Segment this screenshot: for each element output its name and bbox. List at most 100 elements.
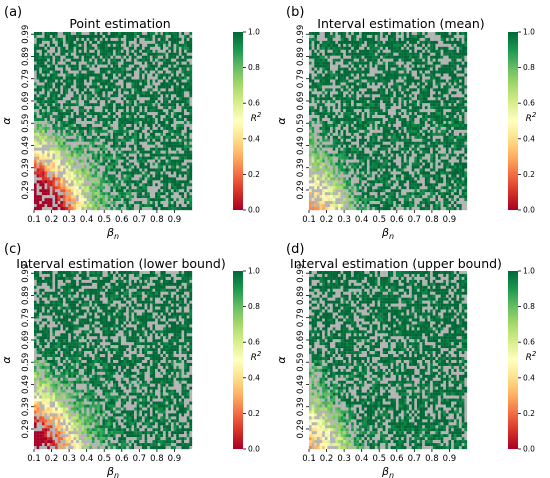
heatmap-cell — [345, 79, 349, 83]
heatmap-cell — [78, 61, 82, 65]
heatmap-cell — [105, 207, 108, 211]
heatmap-cell — [47, 106, 50, 110]
heatmap-cell — [76, 82, 79, 86]
heatmap-cell — [110, 88, 114, 92]
heatmap-cell — [464, 64, 468, 68]
heatmap-cell — [91, 141, 95, 145]
heatmap-cell — [120, 159, 124, 163]
heatmap-cell — [178, 32, 182, 36]
heatmap-cell — [424, 46, 428, 50]
heatmap-cell — [147, 49, 151, 53]
heatmap-cell — [380, 55, 383, 59]
heatmap-cell — [322, 64, 325, 68]
heatmap-cell — [86, 94, 90, 98]
heatmap-cell — [113, 70, 116, 74]
heatmap-cell — [155, 85, 158, 89]
heatmap-cell — [99, 174, 103, 178]
heatmap-cell — [44, 109, 48, 113]
heatmap-cell — [464, 32, 468, 36]
heatmap-cell — [324, 79, 328, 83]
heatmap-cell — [128, 64, 132, 68]
heatmap-cell — [126, 135, 129, 139]
heatmap-cell — [464, 82, 468, 86]
heatmap-cell — [186, 201, 190, 205]
heatmap-cell — [430, 40, 433, 45]
heatmap-cell — [131, 82, 135, 86]
heatmap-cell — [55, 37, 58, 42]
heatmap-cell — [459, 67, 462, 71]
heatmap-cell — [136, 150, 140, 154]
colorbar-tick-label: 0.0 — [248, 206, 260, 215]
heatmap-cell — [184, 177, 187, 181]
heatmap-cell — [448, 76, 452, 80]
heatmap-cell — [115, 64, 119, 68]
heatmap-cell — [76, 171, 79, 175]
heatmap-cell — [461, 37, 465, 42]
heatmap-cell — [438, 88, 441, 92]
heatmap-cell — [52, 195, 56, 199]
heatmap-cell — [430, 55, 433, 59]
heatmap-cell — [149, 138, 153, 142]
heatmap-cell — [189, 37, 193, 42]
heatmap-cell — [86, 201, 90, 205]
heatmap-cell — [186, 135, 190, 139]
heatmap-cell — [41, 85, 45, 89]
heatmap-cell — [78, 201, 82, 205]
heatmap-cell — [141, 198, 145, 202]
heatmap-cell — [456, 88, 460, 92]
heatmap-cell — [126, 144, 129, 148]
heatmap-cell — [57, 52, 61, 56]
heatmap-cell — [147, 159, 151, 163]
heatmap-cell — [332, 32, 336, 36]
heatmap-cell — [110, 183, 114, 187]
heatmap-cell — [99, 61, 103, 65]
heatmap-cell — [340, 58, 344, 62]
heatmap-cell — [448, 52, 452, 56]
heatmap-cell — [94, 46, 98, 50]
heatmap-cell — [97, 76, 100, 80]
heatmap-cell — [149, 88, 153, 92]
heatmap-cell — [57, 183, 61, 187]
heatmap-cell — [163, 58, 166, 62]
heatmap-cell — [395, 32, 399, 36]
heatmap-cell — [181, 55, 185, 59]
heatmap-cell — [443, 94, 447, 98]
heatmap-cell — [91, 76, 95, 80]
heatmap-cell — [118, 37, 122, 42]
heatmap-cell — [314, 52, 318, 56]
heatmap-cell — [105, 189, 108, 193]
heatmap-cell — [65, 180, 69, 184]
heatmap-cell — [141, 159, 145, 163]
heatmap-cell — [461, 61, 465, 65]
heatmap-cell — [91, 192, 95, 196]
heatmap-cell — [427, 76, 431, 80]
heatmap-cell — [36, 147, 40, 151]
heatmap-cell — [176, 40, 179, 45]
heatmap-cell — [186, 88, 190, 92]
heatmap-cell — [86, 64, 90, 68]
heatmap-cell — [430, 76, 433, 80]
heatmap-cell — [115, 73, 119, 77]
heatmap-cell — [44, 186, 48, 190]
heatmap-cell — [186, 55, 190, 59]
heatmap-cell — [86, 76, 90, 80]
heatmap-cell — [165, 135, 169, 139]
heatmap-cell — [128, 165, 132, 169]
heatmap-cell — [411, 91, 415, 95]
heatmap-cell — [356, 46, 360, 50]
heatmap-cell — [123, 82, 127, 86]
heatmap-cell — [81, 153, 85, 157]
heatmap-cell — [120, 79, 124, 83]
heatmap-cell — [456, 91, 460, 95]
heatmap-cell — [68, 73, 72, 77]
heatmap-cell — [91, 138, 95, 142]
heatmap-cell — [34, 147, 37, 151]
heatmap-cell — [81, 34, 85, 39]
heatmap-cell — [157, 189, 161, 193]
heatmap-cell — [62, 150, 66, 154]
heatmap-cell — [406, 82, 410, 86]
heatmap-cell — [118, 207, 122, 211]
heatmap-cell — [39, 189, 43, 193]
heatmap-cell — [343, 73, 347, 77]
heatmap-cell — [186, 64, 190, 68]
